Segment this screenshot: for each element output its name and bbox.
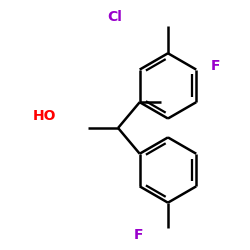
Text: Cl: Cl	[108, 10, 122, 24]
Text: F: F	[134, 228, 143, 242]
Text: F: F	[210, 59, 220, 73]
Text: HO: HO	[33, 109, 56, 123]
